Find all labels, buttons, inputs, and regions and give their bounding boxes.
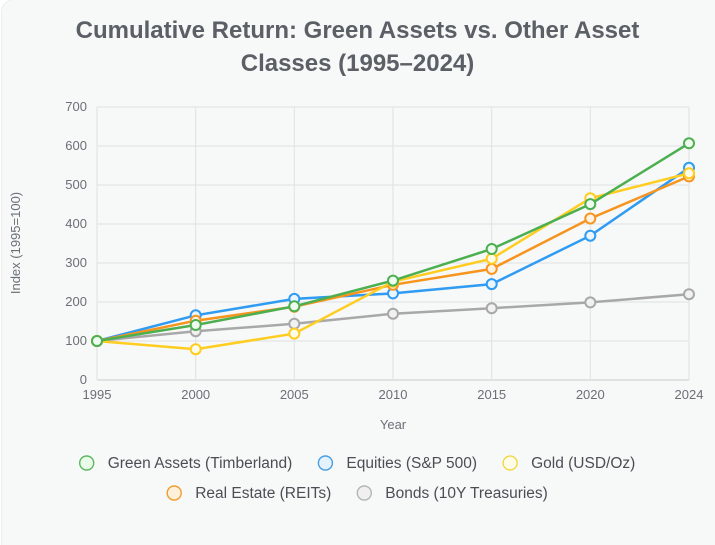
- svg-text:Bonds (10Y Treasuries): Bonds (10Y Treasuries): [385, 485, 548, 502]
- svg-text:0: 0: [80, 372, 87, 387]
- svg-text:100: 100: [65, 333, 87, 348]
- svg-text:2000: 2000: [181, 387, 210, 402]
- svg-text:400: 400: [65, 216, 87, 231]
- svg-text:Index (1995=100): Index (1995=100): [8, 192, 23, 294]
- svg-text:Year: Year: [380, 417, 407, 432]
- svg-text:Gold (USD/Oz): Gold (USD/Oz): [531, 455, 635, 472]
- svg-text:Green Assets (Timberland): Green Assets (Timberland): [108, 455, 293, 472]
- svg-text:2024: 2024: [675, 387, 704, 402]
- svg-text:1995: 1995: [83, 387, 112, 402]
- svg-text:Real Estate (REITs): Real Estate (REITs): [195, 485, 331, 502]
- svg-text:200: 200: [65, 294, 87, 309]
- svg-text:2005: 2005: [280, 387, 309, 402]
- svg-text:300: 300: [65, 255, 87, 270]
- svg-text:700: 700: [65, 99, 87, 114]
- svg-text:600: 600: [65, 138, 87, 153]
- svg-text:500: 500: [65, 177, 87, 192]
- svg-text:Equities (S&P 500): Equities (S&P 500): [346, 455, 477, 472]
- svg-text:2020: 2020: [576, 387, 605, 402]
- svg-text:2010: 2010: [379, 387, 408, 402]
- svg-text:2015: 2015: [477, 387, 506, 402]
